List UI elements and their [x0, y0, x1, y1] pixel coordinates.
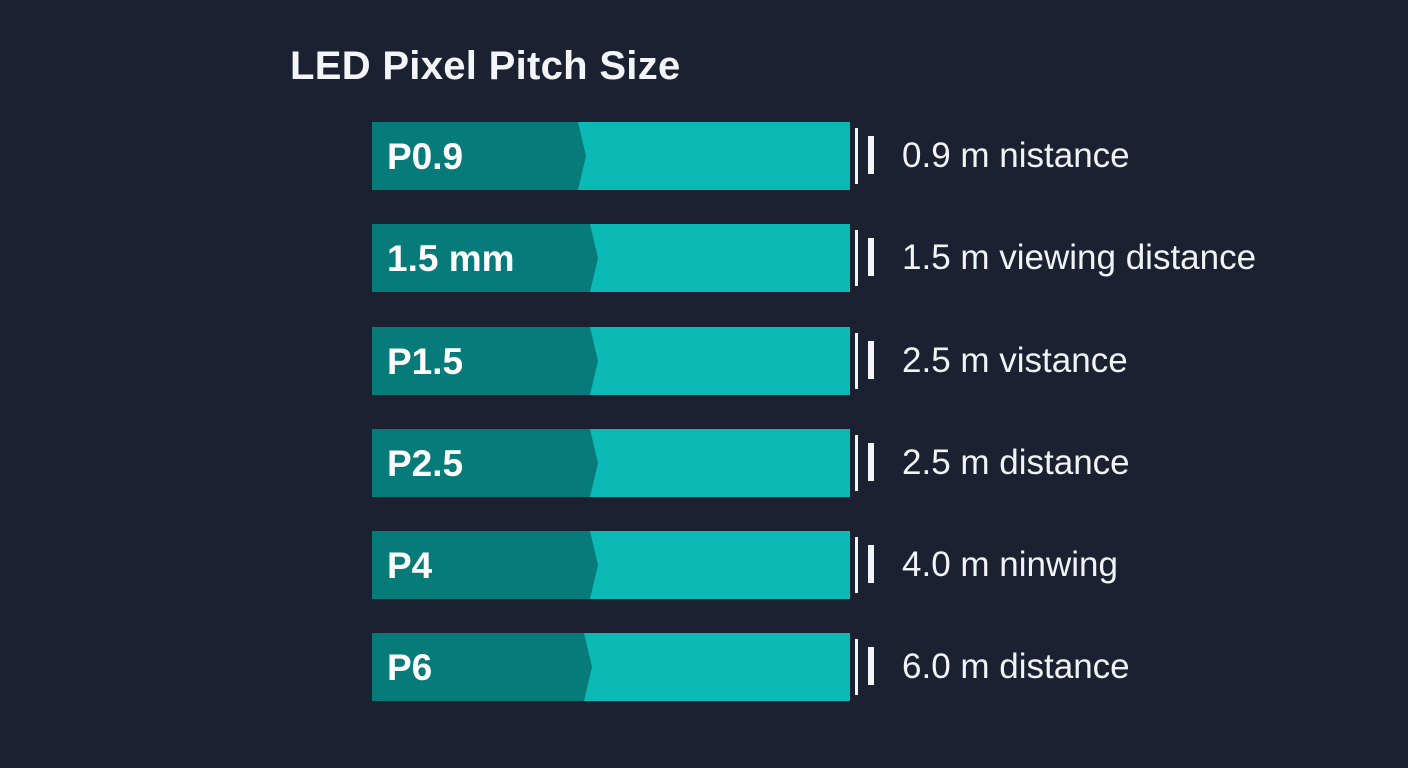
pitch-bar: P0.9: [372, 122, 850, 190]
pitch-bar-label-segment: [372, 224, 598, 292]
pitch-row: P2.5 2.5 m distance: [372, 429, 1372, 497]
pitch-row: P6 6.0 m distance: [372, 633, 1372, 701]
pitch-bar-label-segment: [372, 122, 586, 190]
pitch-label: 1.5 mm: [387, 238, 515, 279]
divider-mark: [855, 435, 858, 491]
pitch-bar-label-segment: [372, 429, 598, 497]
viewing-distance: 0.9 m nistance: [902, 136, 1130, 175]
viewing-distance: 4.0 m ninwing: [902, 545, 1118, 584]
pitch-row: P4 4.0 m ninwing: [372, 531, 1372, 599]
divider-mark: [868, 238, 874, 276]
pitch-bar: P6: [372, 633, 850, 701]
divider-mark: [868, 443, 874, 481]
divider-mark: [868, 647, 874, 685]
pitch-row: P1.5 2.5 m vistance: [372, 327, 1372, 395]
pitch-label: P1.5: [387, 341, 464, 382]
viewing-distance: 2.5 m vistance: [902, 341, 1128, 380]
pitch-bar: P1.5: [372, 327, 850, 395]
divider-mark: [855, 537, 858, 593]
pitch-bar: 1.5 mm: [372, 224, 850, 292]
pitch-bar-label-segment: [372, 633, 592, 701]
viewing-distance: 6.0 m distance: [902, 647, 1130, 686]
viewing-distance: 2.5 m distance: [902, 443, 1130, 482]
pitch-label: P6: [387, 647, 433, 688]
pitch-bar: P4: [372, 531, 850, 599]
pitch-row: 1.5 mm 1.5 m viewing distance: [372, 224, 1372, 292]
divider-mark: [855, 333, 858, 389]
divider-mark: [855, 230, 858, 286]
pitch-bar-label-segment: [372, 327, 598, 395]
pitch-bar-label-segment: [372, 531, 598, 599]
divider-mark: [855, 128, 858, 184]
pitch-bar: P2.5: [372, 429, 850, 497]
divider-mark: [868, 545, 874, 583]
pitch-label: P0.9: [387, 136, 464, 177]
page-title: LED Pixel Pitch Size: [290, 44, 681, 88]
pitch-label: P2.5: [387, 443, 464, 484]
pitch-label: P4: [387, 545, 433, 586]
divider-mark: [855, 639, 858, 695]
pitch-row: P0.9 0.9 m nistance: [372, 122, 1372, 190]
viewing-distance: 1.5 m viewing distance: [902, 238, 1257, 277]
divider-mark: [868, 136, 874, 174]
divider-mark: [868, 341, 874, 379]
